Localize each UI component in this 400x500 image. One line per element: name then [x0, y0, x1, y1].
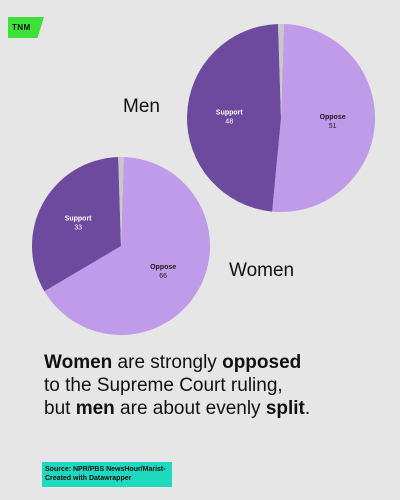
source-line-2: Created with Datawrapper: [45, 475, 132, 482]
men-pie-slice-other: [278, 24, 284, 119]
women-pie-label-oppose: Oppose: [150, 264, 176, 271]
logo-text: TNM: [12, 23, 31, 32]
headline: Women are strongly opposed to the Suprem…: [44, 351, 384, 420]
headline-text: but: [44, 398, 76, 419]
women-pie-value-support: 33: [74, 224, 82, 231]
headline-line-3: but men are about evenly split.: [44, 397, 384, 420]
men-pie-label-oppose: Oppose: [320, 114, 346, 121]
headline-text: are about evenly: [114, 398, 266, 419]
men-pie-chart: Oppose 51 Support 48: [186, 24, 376, 213]
women-pie-label-support: Support: [65, 215, 92, 222]
men-pie-slice-support: [186, 24, 281, 212]
women-pie-value-oppose: 66: [159, 273, 167, 280]
men-pie-slice-oppose: [272, 24, 376, 213]
headline-opposed: opposed: [222, 352, 302, 373]
women-chart-title: Women: [229, 260, 295, 281]
men-pie-value-oppose: 51: [329, 123, 337, 130]
headline-period: .: [304, 398, 311, 419]
source-note: Source: NPR/PBS NewsHour/Marist- Created…: [42, 462, 172, 487]
men-pie-label-support: Support: [216, 109, 243, 116]
men-chart-title: Men: [123, 96, 160, 117]
headline-men: men: [75, 398, 115, 419]
headline-line-2: to the Supreme Court ruling,: [44, 375, 283, 396]
source-line-1: Source: NPR/PBS NewsHour/Marist-: [45, 466, 166, 473]
headline-text: are strongly: [112, 352, 223, 373]
headline-line-1: Women are strongly opposed: [44, 351, 384, 374]
men-pie-value-support: 48: [225, 118, 233, 125]
headline-split: split: [265, 398, 305, 419]
women-pie-chart: Oppose 66 Support 33: [32, 157, 211, 335]
women-pie-slice-other: [118, 157, 124, 246]
tnm-logo: TNM: [8, 17, 44, 38]
headline-women: Women: [44, 352, 113, 373]
women-pie-slice-support: [32, 157, 121, 292]
women-pie-slice-oppose: [44, 157, 211, 335]
